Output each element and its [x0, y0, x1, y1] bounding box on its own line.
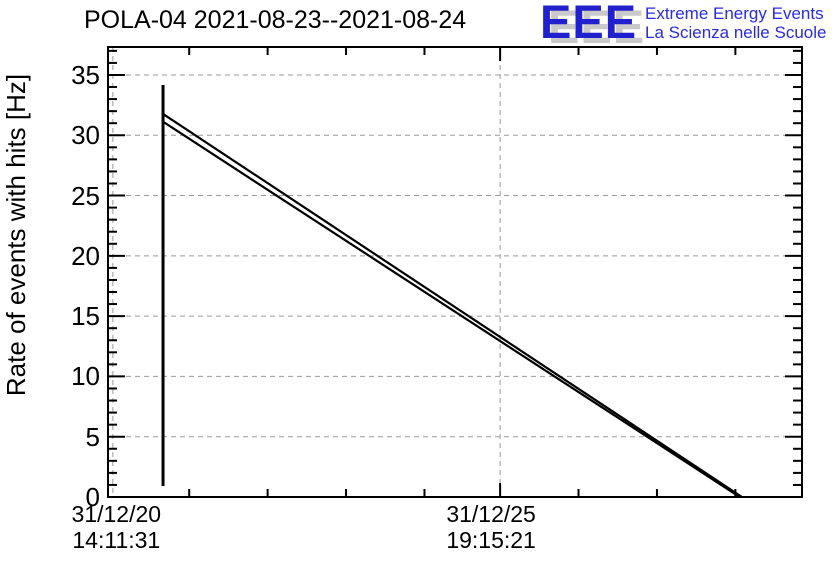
- rate-trace-upper: [162, 113, 743, 498]
- eee-logo: EEE Extreme Energy Events La Scienza nel…: [538, 0, 836, 48]
- x-tick-date: 31/12/20: [71, 501, 162, 527]
- y-tick-label: 35: [71, 59, 100, 90]
- y-tick-label: 30: [71, 120, 100, 151]
- y-tick-label: 15: [71, 301, 100, 332]
- y-tick-label: 0: [85, 482, 100, 512]
- chart-title: POLA-04 2021-08-23--2021-08-24: [84, 6, 467, 34]
- x-tick-time: 14:11:31: [72, 527, 161, 553]
- plot-frame: [107, 46, 803, 498]
- eee-logo-text: Extreme Energy Events La Scienza nelle S…: [645, 4, 826, 42]
- x-tick-label: 31/12/20 14:11:31: [31, 501, 201, 553]
- x-tick-time: 19:15:21: [446, 527, 536, 553]
- x-tick-label: 31/12/25 19:15:21: [406, 501, 576, 553]
- y-tick-label: 10: [71, 361, 100, 392]
- x-tick-date: 31/12/25: [446, 501, 536, 527]
- y-tick-label: 5: [85, 421, 100, 452]
- rate-trace-lower: [162, 121, 740, 498]
- eee-logo-acronym: EEE: [540, 0, 638, 48]
- eee-logo-line1: Extreme Energy Events: [645, 4, 824, 23]
- eee-logo-line2: La Scienza nelle Scuole: [645, 23, 827, 42]
- y-tick-label: 20: [71, 240, 100, 271]
- y-tick-label: 25: [71, 180, 100, 211]
